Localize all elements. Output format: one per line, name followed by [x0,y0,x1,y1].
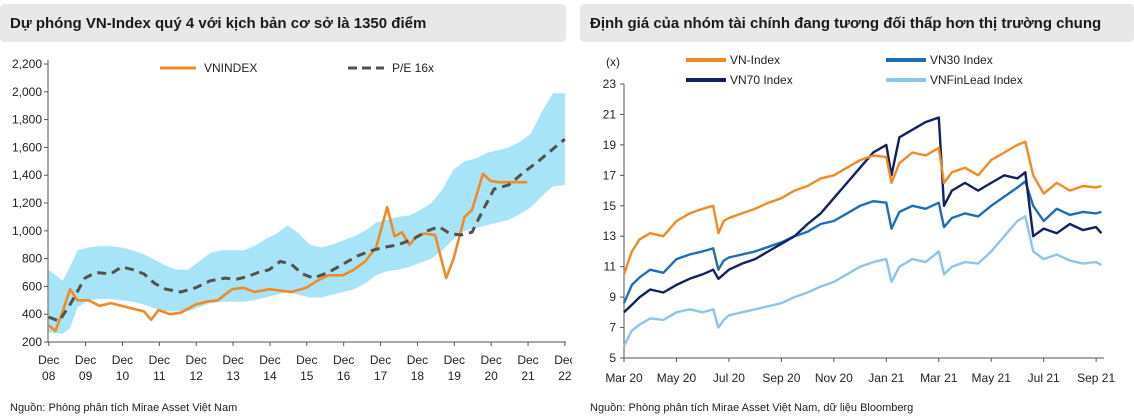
x-tick-label: Sep 21 [1077,371,1115,385]
y-tick-label: 1,400 [12,168,42,182]
x-tick-label: 18 [411,369,425,383]
y-tick-label: 1,000 [12,224,42,238]
x-tick-label: Dec [517,353,538,367]
x-tick-label: Dec [259,353,280,367]
right-chart-title: Định giá của nhóm tài chính đang tương đ… [580,4,1134,42]
x-tick-label: 12 [190,369,204,383]
legend-label: VN-Index [730,53,780,67]
y-tick-label: 11 [604,260,617,274]
x-tick-label: 11 [153,369,166,383]
x-tick-label: Dec [480,353,501,367]
y-tick-label: 1,200 [12,196,42,210]
x-tick-label: Sep 20 [762,371,800,385]
y-tick-label: 200 [22,335,42,349]
series-line [48,137,566,323]
series-line [622,140,1102,275]
y-tick-label: 800 [22,252,42,266]
pe-valuation-chart: (x) 5 7 9 11 13 15 17 19 21 23 Mar 20 May 20 Jul 20 Se… [603,53,1116,385]
x-tick-label: Dec [554,353,572,367]
y-tick-label: 17 [603,168,617,182]
y-tick-label: 15 [603,199,617,213]
y-tick-label: 2,000 [12,85,42,99]
x-tick-label: May 21 [972,371,1012,385]
left-chart-panel: Dự phóng VN-Index quý 4 với kịch bản cơ … [0,4,572,414]
x-tick-label: Jan 21 [868,371,904,385]
x-tick-label: 17 [374,369,388,383]
x-tick-label: 22 [558,369,572,383]
legend-label: VNFinLead Index [930,73,1023,87]
y-tick-label: 1,800 [12,113,42,127]
x-tick-label: 10 [116,369,130,383]
series-line [47,172,528,333]
y-tick-label: 21 [603,107,617,121]
x-tick-label: 16 [337,369,351,383]
x-tick-label: Dec [370,353,391,367]
x-tick-label: 08 [42,369,56,383]
x-tick-label: Dec [149,353,170,367]
series-line [622,215,1102,347]
x-tick-label: 09 [79,369,93,383]
vnindex-forecast-chart: 200 400 600 800 1,000 1,200 1,400 1,600 1,800 2,0… [12,57,572,383]
x-tick-label: Mar 21 [920,371,958,385]
x-tick-label: Dec [112,353,133,367]
x-tick-label: 19 [448,369,462,383]
legend-label: VN70 Index [730,73,793,87]
y-tick-label: 400 [22,307,42,321]
x-tick-label: Dec [38,353,59,367]
x-tick-label: 21 [521,369,535,383]
x-tick-label: 13 [226,369,240,383]
x-tick-label: Jul 21 [1028,371,1060,385]
x-tick-label: May 20 [657,371,697,385]
y-tick-label: 23 [603,77,617,91]
x-tick-label: Dec [222,353,243,367]
left-chart-title: Dự phóng VN-Index quý 4 với kịch bản cơ … [0,4,566,42]
legend-label: VN30 Index [930,53,993,67]
y-tick-label: 600 [22,279,42,293]
x-tick-label: Dec [186,353,207,367]
x-tick-label: Dec [296,353,317,367]
x-tick-label: Mar 20 [605,371,643,385]
valuation-range-band [48,93,565,334]
y-tick-label: 2,200 [12,57,42,71]
y-tick-label: 9 [609,290,616,304]
x-tick-label: Nov 20 [815,371,853,385]
y-tick-label: 13 [603,229,617,243]
y-axis-title: (x) [606,55,620,69]
x-tick-label: Dec [333,353,354,367]
x-tick-label: 14 [263,369,277,383]
x-tick-label: Jul 20 [713,371,745,385]
y-tick-label: 7 [609,321,616,335]
y-tick-label: 5 [609,351,616,365]
right-chart-source: Nguồn: Phòng phân tích Mirae Asset Việt … [590,402,914,414]
x-tick-label: Dec [75,353,96,367]
legend-label: P/E 16x [392,61,434,75]
x-tick-label: Dec [407,353,428,367]
x-tick-label: 20 [484,369,498,383]
left-chart-source: Nguồn: Phòng phân tích Mirae Asset Việt … [10,402,238,414]
series-line [622,180,1102,304]
series-line [623,116,1103,314]
right-chart-panel: Định giá của nhóm tài chính đang tương đ… [580,0,1134,420]
y-tick-label: 1,600 [12,140,42,154]
y-tick-label: 19 [603,138,617,152]
x-tick-label: Dec [444,353,465,367]
x-tick-label: 15 [300,369,314,383]
legend-label: VNINDEX [204,61,257,75]
